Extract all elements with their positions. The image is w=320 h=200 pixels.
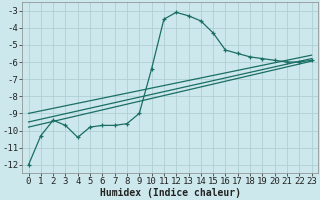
X-axis label: Humidex (Indice chaleur): Humidex (Indice chaleur): [100, 188, 241, 198]
